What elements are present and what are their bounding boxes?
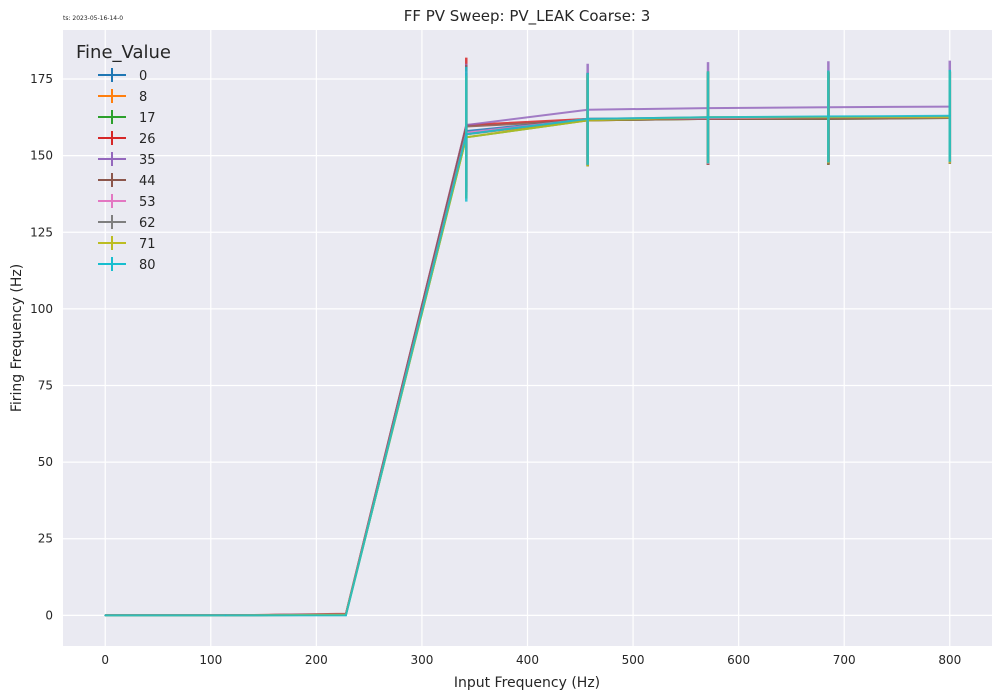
legend-label: 26 (139, 132, 156, 147)
legend-item: 8 (98, 89, 147, 105)
x-tick-label: 0 (101, 653, 109, 667)
series-line (105, 114, 950, 617)
legend-label: 62 (139, 216, 156, 231)
y-axis-label: Firing Frequency (Hz) (9, 264, 25, 412)
legend-label: 35 (139, 153, 156, 168)
x-tick-label: 700 (833, 653, 856, 667)
x-tick-label: 300 (410, 653, 433, 667)
data-point (707, 116, 709, 119)
x-axis-label: Input Frequency (Hz) (454, 675, 600, 691)
x-tick-label: 400 (516, 653, 539, 667)
x-tick-label: 200 (305, 653, 328, 667)
series-layer (104, 57, 952, 617)
y-tick-label: 175 (30, 72, 53, 86)
legend-title: Fine_Value (76, 42, 171, 63)
legend-label: 53 (139, 195, 156, 210)
x-tick-label: 500 (622, 653, 645, 667)
y-tick-labels: 0 25 50 75 100 125 150 175 (30, 72, 53, 622)
legend-item: 44 (98, 173, 156, 189)
legend-label: 44 (139, 174, 156, 189)
y-tick-label: 75 (38, 379, 53, 393)
x-tick-labels: 0 100 200 300 400 500 600 700 800 (101, 653, 961, 667)
legend-label: 17 (139, 111, 156, 126)
y-tick-label: 25 (38, 532, 53, 546)
legend-item: 35 (98, 152, 156, 168)
legend-item: 80 (98, 257, 156, 273)
legend-label: 71 (139, 237, 156, 252)
data-point (586, 118, 589, 120)
x-tick-label: 100 (199, 653, 222, 667)
y-tick-label: 125 (30, 225, 53, 239)
legend-item: 53 (98, 194, 156, 210)
data-point (104, 614, 107, 617)
y-tick-label: 50 (38, 455, 53, 469)
data-point (224, 614, 227, 617)
y-tick-label: 150 (30, 149, 53, 163)
data-point (345, 614, 347, 617)
legend-label: 80 (139, 258, 156, 273)
data-point (948, 115, 951, 117)
data-point (827, 115, 830, 118)
legend-item: 0 (98, 68, 147, 84)
chart-title: FF PV Sweep: PV_LEAK Coarse: 3 (404, 7, 651, 26)
legend-label: 0 (139, 69, 147, 84)
y-tick-label: 100 (30, 302, 53, 316)
legend-items: 0 8 17 26 35 44 53 62 71 80 (98, 68, 156, 273)
legend-item: 17 (98, 110, 156, 126)
legend-item: 62 (98, 215, 156, 231)
y-tick-label: 0 (45, 608, 53, 622)
data-point (465, 133, 468, 135)
legend-item: 71 (98, 236, 156, 252)
x-tick-label: 600 (727, 653, 750, 667)
legend-item: 26 (98, 131, 156, 147)
legend-label: 8 (139, 90, 147, 105)
x-tick-label: 800 (938, 653, 961, 667)
legend: Fine_Value 0 8 17 26 35 44 53 62 71 80 (76, 42, 171, 273)
series-80 (104, 66, 952, 617)
timestamp-label: ts: 2023-05-16-14-0 (63, 15, 123, 22)
